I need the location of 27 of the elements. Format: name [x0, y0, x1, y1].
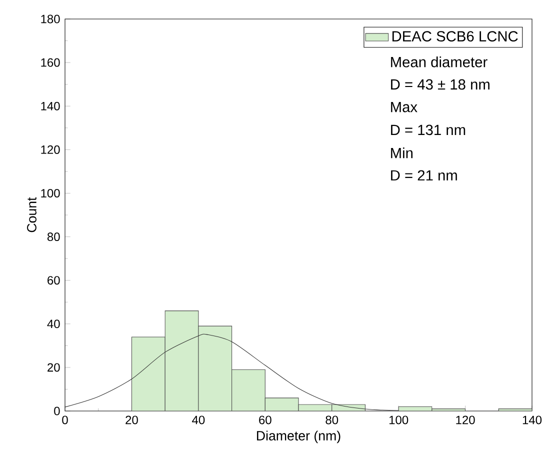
y-tick-label: 140: [41, 102, 60, 110]
y-tick-label: 80: [47, 232, 60, 242]
y-tick-label: 160: [41, 58, 60, 67]
x-tick-label: 40: [192, 416, 205, 424]
legend-label: DEAC SCB6 LCNC: [392, 31, 518, 42]
y-tick-label: 40: [47, 320, 60, 328]
x-tick-label: 0: [62, 416, 68, 424]
y-tick-label: 100: [41, 188, 60, 198]
y-tick-label: 60: [48, 276, 60, 285]
x-axis-title: Diameter (nm): [256, 430, 340, 444]
y-tick-label: 120: [41, 145, 60, 154]
annotation: D = 43 ± 18 nm: [391, 79, 490, 90]
annotation: Min: [391, 147, 413, 158]
annotation: Mean diameter: [391, 56, 488, 68]
x-tick-label: 120: [456, 416, 475, 424]
annotation: Max: [391, 102, 418, 112]
annotation: D = 131 nm: [391, 124, 466, 136]
y-tick-label: 20: [48, 363, 60, 372]
x-tick-label: 100: [389, 416, 408, 424]
x-tick-label: 20: [126, 416, 138, 424]
x-tick-label: 60: [259, 416, 272, 424]
x-tick-label: 140: [522, 416, 542, 424]
y-tick-label: 180: [41, 14, 60, 24]
annotation: D = 21 nm: [391, 170, 457, 180]
y-axis-title: Count: [27, 197, 36, 232]
x-tick-label: 80: [326, 416, 338, 424]
y-tick-label: 0: [54, 406, 60, 416]
